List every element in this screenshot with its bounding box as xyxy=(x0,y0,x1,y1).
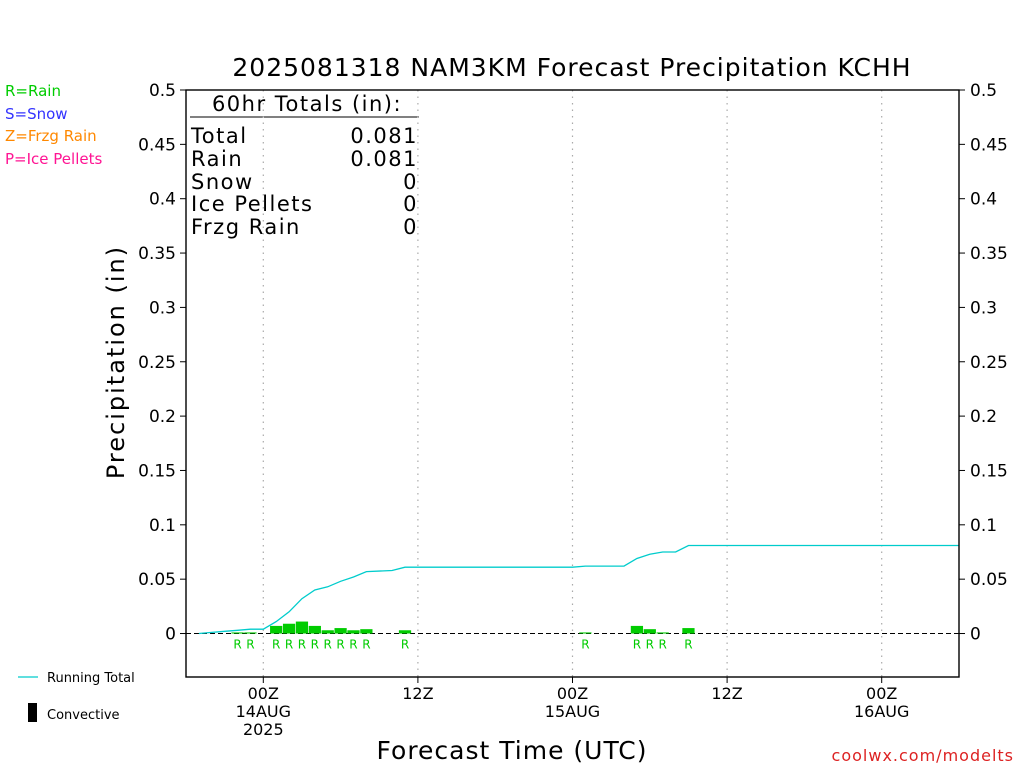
rain-bar xyxy=(282,623,296,634)
y-tick-label-left: 0.1 xyxy=(149,516,176,536)
totals-box: 60hr Totals (in): Total 0.081 Rain 0.081… xyxy=(190,92,419,239)
convective-legend-label: Convective xyxy=(47,708,120,723)
totals-label-rain: Rain xyxy=(191,147,243,171)
precip-type-marker: R xyxy=(362,638,370,652)
x-tick-label: 14AUG xyxy=(236,702,291,721)
rain-bar xyxy=(682,628,695,634)
rain-bar xyxy=(334,628,347,634)
y-tick-label-right: 0.25 xyxy=(970,353,1008,373)
y-tick-label-left: 0.05 xyxy=(138,570,176,590)
precip-type-marker: R xyxy=(633,638,641,652)
y-tick-label-left: 0.45 xyxy=(138,135,176,155)
totals-value-snow: 0 xyxy=(403,170,418,194)
y-tick-label-left: 0.25 xyxy=(138,353,176,373)
y-tick-label-left: 0 xyxy=(165,625,176,645)
series-legend: Running Total Convective xyxy=(18,671,135,723)
totals-header: 60hr Totals (in): xyxy=(212,92,402,116)
rain-bar xyxy=(643,629,656,634)
precip-type-marker: R xyxy=(659,638,667,652)
rain-bar xyxy=(308,625,321,634)
y-tick-label-left: 0.2 xyxy=(149,407,176,427)
watermark: coolwx.com/modelts xyxy=(832,746,1014,765)
x-tick-label: 00Z xyxy=(248,684,279,703)
y-tick-label-right: 0.1 xyxy=(970,516,997,536)
rain-bar xyxy=(347,630,360,634)
rain-bar xyxy=(398,630,412,634)
y-tick-label-right: 0.4 xyxy=(970,190,997,210)
precip-type-marker: R xyxy=(285,638,293,652)
legend-snow: S=Snow xyxy=(5,105,68,123)
precip-type-marker: R xyxy=(272,638,280,652)
y-tick-label-left: 0.15 xyxy=(138,461,176,481)
precip-type-marker: R xyxy=(581,638,589,652)
x-tick-label: 2025 xyxy=(243,720,284,739)
y-tick-label-right: 0.5 xyxy=(970,81,997,101)
totals-value-frzg-rain: 0 xyxy=(403,215,418,239)
precip-type-marker: R xyxy=(246,638,254,652)
plot-area: 0 00.05 0.050.1 0.10.15 0.150.2 0.20.25 0.250.… xyxy=(138,81,1008,739)
y-tick-label-right: 0.45 xyxy=(970,135,1008,155)
rain-bar xyxy=(360,629,373,634)
precip-type-marker: R xyxy=(298,638,306,652)
totals-value-rain: 0.081 xyxy=(350,147,418,171)
rain-bar xyxy=(579,632,592,634)
running-total-line xyxy=(198,544,959,635)
y-tick-label-right: 0.2 xyxy=(970,407,997,427)
legend-rain: R=Rain xyxy=(5,82,61,100)
y-tick-label-left: 0.5 xyxy=(149,81,176,101)
legend-frzg-rain: Z=Frzg Rain xyxy=(5,127,97,145)
totals-value-total: 0.081 xyxy=(350,124,418,148)
y-tick-label-right: 0.15 xyxy=(970,461,1008,481)
x-axis-label: Forecast Time (UTC) xyxy=(377,736,648,765)
rain-bar xyxy=(630,625,644,634)
rain-bar xyxy=(295,621,309,634)
y-tick-label-right: 0.05 xyxy=(970,570,1008,590)
precip-type-marker: R xyxy=(401,638,409,652)
precip-type-marker: R xyxy=(233,638,241,652)
precip-type-marker: R xyxy=(336,638,344,652)
x-tick-label: 15AUG xyxy=(545,702,600,721)
x-tick-label: 12Z xyxy=(402,684,433,703)
x-tick-label: 12Z xyxy=(711,684,742,703)
convective-legend-swatch xyxy=(28,703,37,722)
y-tick-label-right: 0 xyxy=(970,625,981,645)
precip-type-marker: R xyxy=(646,638,654,652)
running-total-legend-label: Running Total xyxy=(47,671,135,686)
precip-type-marker: R xyxy=(311,638,319,652)
y-tick-label-right: 0.35 xyxy=(970,244,1008,264)
x-tick-label: 00Z xyxy=(557,684,588,703)
chart-title: 2025081318 NAM3KM Forecast Precipitation… xyxy=(232,53,911,82)
totals-value-ice-pellets: 0 xyxy=(403,192,418,216)
totals-label-total: Total xyxy=(190,124,248,148)
precip-type-marker: R xyxy=(684,638,692,652)
rain-bar xyxy=(270,625,283,634)
legend-ice-pellets: P=Ice Pellets xyxy=(5,150,102,168)
y-tick-label-left: 0.4 xyxy=(149,190,176,210)
y-axis-label: Precipitation (in) xyxy=(102,245,130,479)
y-tick-label-left: 0.3 xyxy=(149,298,176,318)
plot-frame xyxy=(185,89,960,678)
precip-type-marker: R xyxy=(324,638,332,652)
totals-label-ice-pellets: Ice Pellets xyxy=(191,192,313,216)
rain-bar xyxy=(231,632,244,634)
y-tick-label-right: 0.3 xyxy=(970,298,997,318)
precip-type-legend: R=Rain S=Snow Z=Frzg Rain P=Ice Pellets xyxy=(5,82,102,168)
rain-bar xyxy=(321,630,334,634)
x-tick-label: 00Z xyxy=(866,684,897,703)
y-tick-label-left: 0.35 xyxy=(138,244,176,264)
precip-type-marker: R xyxy=(349,638,357,652)
rain-bar xyxy=(656,632,669,634)
x-tick-label: 16AUG xyxy=(854,702,909,721)
totals-label-snow: Snow xyxy=(191,170,254,194)
totals-label-frzg-rain: Frzg Rain xyxy=(191,215,301,239)
rain-bar xyxy=(244,632,257,634)
